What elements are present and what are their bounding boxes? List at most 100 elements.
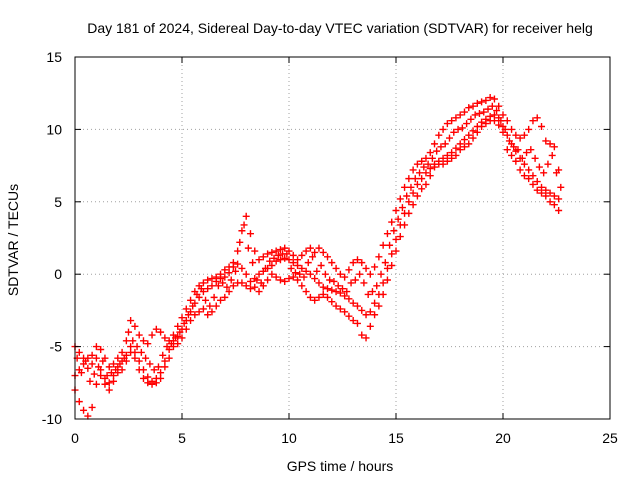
data-point — [336, 270, 344, 278]
data-point — [234, 247, 242, 255]
data-point — [189, 302, 197, 310]
data-point — [107, 369, 115, 377]
data-point — [416, 169, 424, 177]
data-point — [236, 238, 244, 246]
data-point — [306, 270, 314, 278]
data-point — [208, 308, 216, 316]
data-point — [225, 288, 233, 296]
data-point — [546, 189, 554, 197]
data-point — [418, 175, 426, 183]
data-point — [409, 166, 417, 174]
data-point — [542, 192, 550, 200]
data-point — [407, 183, 415, 191]
data-point — [364, 290, 372, 298]
data-point — [480, 108, 488, 116]
data-point — [300, 273, 308, 281]
plot-frame — [74, 56, 611, 420]
data-point — [281, 254, 289, 262]
data-point — [392, 247, 400, 255]
data-point — [362, 311, 370, 319]
data-point — [443, 157, 451, 165]
data-point — [332, 302, 340, 310]
data-point — [99, 357, 107, 365]
x-tick-label: 25 — [602, 430, 618, 446]
data-point — [488, 102, 496, 110]
data-point — [375, 253, 383, 261]
data-point — [467, 115, 475, 123]
data-point — [525, 175, 533, 183]
data-point — [184, 311, 192, 319]
data-point — [150, 366, 158, 374]
data-point — [144, 379, 152, 387]
data-point — [520, 172, 528, 180]
y-tick-label: -5 — [50, 339, 63, 355]
data-point — [499, 111, 507, 119]
data-point — [525, 166, 533, 174]
data-point — [475, 109, 483, 117]
data-point — [460, 136, 468, 144]
data-point — [210, 293, 218, 301]
data-point — [435, 131, 443, 139]
data-point — [251, 247, 259, 255]
data-point — [501, 125, 509, 133]
data-point — [358, 331, 366, 339]
data-point — [422, 180, 430, 188]
data-point — [520, 131, 528, 139]
data-point — [555, 195, 563, 203]
data-point — [219, 279, 227, 287]
data-point — [112, 366, 120, 374]
y-tick-label: 15 — [46, 49, 62, 65]
data-point — [351, 276, 359, 284]
data-point — [339, 285, 346, 293]
y-tick-label: 5 — [54, 194, 62, 210]
data-point — [92, 354, 100, 362]
x-tick-label: 15 — [388, 430, 404, 446]
data-point — [176, 328, 184, 336]
data-point — [246, 277, 254, 285]
data-point — [516, 166, 524, 174]
data-point — [324, 293, 332, 301]
data-point — [469, 127, 477, 135]
data-point — [144, 340, 152, 348]
data-point — [294, 256, 302, 264]
data-point — [309, 253, 317, 261]
data-point — [478, 98, 486, 106]
data-point — [281, 277, 289, 285]
data-point — [214, 282, 222, 290]
data-point — [482, 120, 490, 128]
data-point — [161, 334, 169, 342]
data-point — [319, 283, 327, 291]
data-point — [174, 322, 182, 330]
x-axis-label: GPS time / hours — [287, 458, 394, 474]
data-point — [401, 183, 409, 191]
data-point — [525, 125, 533, 133]
data-point — [298, 264, 306, 272]
data-point — [120, 354, 128, 362]
data-point — [306, 244, 314, 252]
data-point — [174, 340, 182, 348]
data-point — [349, 299, 357, 307]
data-point — [202, 296, 210, 304]
data-point — [118, 348, 126, 356]
data-point — [336, 289, 344, 297]
data-point — [446, 134, 453, 142]
data-point — [495, 121, 503, 129]
data-point — [512, 131, 520, 139]
data-point — [328, 286, 336, 294]
data-point — [221, 266, 229, 274]
data-point — [358, 306, 366, 314]
data-point — [88, 360, 96, 368]
data-point — [217, 296, 225, 304]
data-point — [426, 149, 434, 157]
data-point — [311, 248, 319, 256]
data-point — [75, 348, 83, 356]
data-point — [97, 345, 105, 353]
data-point — [405, 175, 413, 183]
data-points — [71, 94, 565, 420]
data-point — [195, 308, 203, 316]
data-point — [379, 241, 387, 249]
data-point — [255, 270, 263, 278]
data-point — [75, 398, 83, 406]
data-point — [270, 254, 278, 262]
